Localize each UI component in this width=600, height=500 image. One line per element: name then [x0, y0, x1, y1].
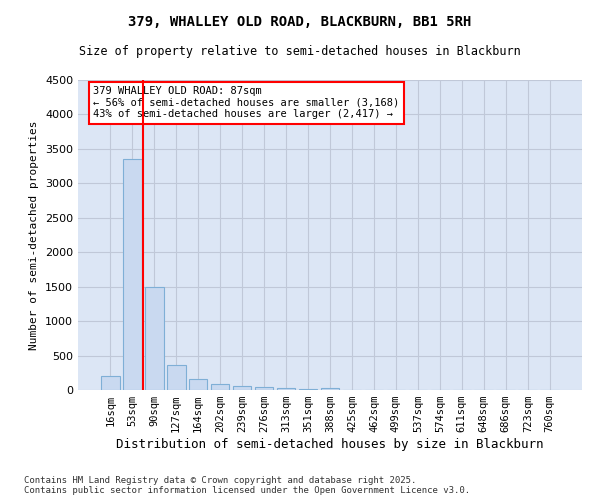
Bar	[189, 380, 208, 390]
Text: Size of property relative to semi-detached houses in Blackburn: Size of property relative to semi-detach…	[79, 45, 521, 58]
Text: 379 WHALLEY OLD ROAD: 87sqm
← 56% of semi-detached houses are smaller (3,168)
43: 379 WHALLEY OLD ROAD: 87sqm ← 56% of sem…	[93, 86, 400, 120]
Bar	[233, 386, 251, 390]
Bar	[167, 364, 185, 390]
Bar	[255, 387, 274, 390]
Text: 379, WHALLEY OLD ROAD, BLACKBURN, BB1 5RH: 379, WHALLEY OLD ROAD, BLACKBURN, BB1 5R…	[128, 15, 472, 29]
Bar	[145, 288, 164, 390]
Bar	[299, 389, 317, 390]
Bar	[123, 159, 142, 390]
X-axis label: Distribution of semi-detached houses by size in Blackburn: Distribution of semi-detached houses by …	[116, 438, 544, 451]
Bar	[101, 376, 119, 390]
Y-axis label: Number of semi-detached properties: Number of semi-detached properties	[29, 120, 40, 350]
Bar	[277, 388, 295, 390]
Bar	[211, 384, 229, 390]
Text: Contains HM Land Registry data © Crown copyright and database right 2025.
Contai: Contains HM Land Registry data © Crown c…	[24, 476, 470, 495]
Bar	[320, 388, 340, 390]
